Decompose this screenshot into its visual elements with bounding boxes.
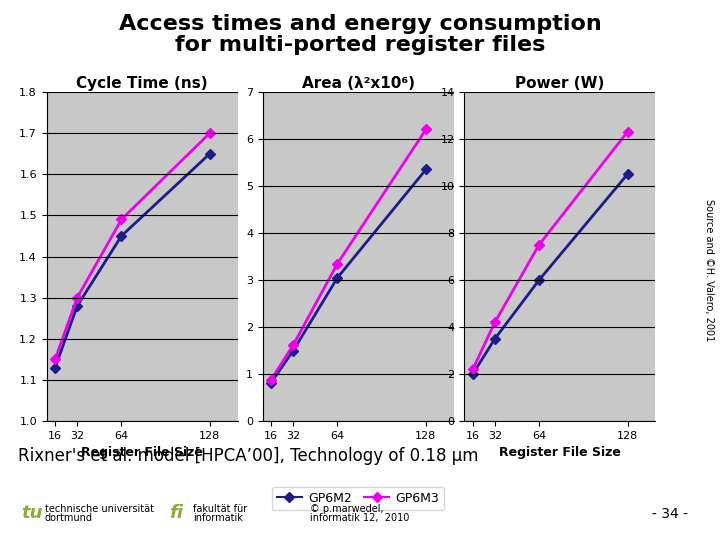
GP6M3 bbox=[51, 356, 60, 363]
GP6M3 bbox=[267, 376, 276, 383]
Text: © p.marwedel,: © p.marwedel, bbox=[310, 504, 383, 514]
Legend: GP6M2, GP6M3: GP6M2, GP6M3 bbox=[272, 487, 444, 510]
GP6M2 bbox=[73, 302, 81, 309]
Line: GP6M2: GP6M2 bbox=[52, 150, 213, 371]
Text: Source and ©H. Valero, 2001: Source and ©H. Valero, 2001 bbox=[704, 199, 714, 341]
Text: Area (λ²x10⁶): Area (λ²x10⁶) bbox=[302, 76, 415, 91]
GP6M2 bbox=[289, 347, 297, 354]
GP6M2 bbox=[624, 171, 632, 177]
Line: GP6M3: GP6M3 bbox=[268, 126, 429, 383]
Text: for multi-ported register files: for multi-ported register files bbox=[175, 35, 545, 55]
Text: Power (W): Power (W) bbox=[515, 76, 605, 91]
GP6M3 bbox=[117, 216, 126, 222]
Text: Access times and energy consumption: Access times and energy consumption bbox=[119, 14, 601, 33]
Line: GP6M2: GP6M2 bbox=[268, 166, 429, 386]
GP6M2 bbox=[490, 335, 499, 342]
GP6M2 bbox=[422, 166, 431, 173]
Line: GP6M2: GP6M2 bbox=[469, 171, 631, 377]
Text: Rixner's et al. model [HPCA’00], Technology of 0.18 μm: Rixner's et al. model [HPCA’00], Technol… bbox=[18, 447, 479, 465]
GP6M2 bbox=[535, 277, 544, 284]
Line: GP6M3: GP6M3 bbox=[469, 129, 631, 373]
GP6M2 bbox=[333, 274, 342, 281]
GP6M3 bbox=[490, 319, 499, 326]
Text: fi: fi bbox=[169, 504, 183, 522]
GP6M2 bbox=[206, 150, 215, 157]
X-axis label: Register File Size: Register File Size bbox=[81, 447, 203, 460]
GP6M3 bbox=[289, 342, 297, 348]
Text: informatik: informatik bbox=[193, 514, 243, 523]
GP6M3 bbox=[422, 126, 431, 133]
GP6M2 bbox=[469, 371, 477, 377]
Text: Cycle Time (ns): Cycle Time (ns) bbox=[76, 76, 208, 91]
Text: - 34 -: - 34 - bbox=[652, 507, 688, 521]
GP6M2 bbox=[267, 380, 276, 386]
Text: technische universität: technische universität bbox=[45, 504, 153, 514]
Text: informatik 12,  2010: informatik 12, 2010 bbox=[310, 514, 409, 523]
Text: tu: tu bbox=[22, 504, 43, 522]
GP6M3 bbox=[206, 130, 215, 136]
GP6M3 bbox=[469, 366, 477, 373]
GP6M3 bbox=[333, 260, 342, 267]
GP6M3 bbox=[535, 241, 544, 248]
Text: dortmund: dortmund bbox=[45, 514, 93, 523]
Line: GP6M3: GP6M3 bbox=[52, 130, 213, 363]
X-axis label: Register File Size: Register File Size bbox=[499, 447, 621, 460]
GP6M2 bbox=[51, 364, 60, 371]
GP6M3 bbox=[624, 129, 632, 135]
Text: fakultät für: fakultät für bbox=[193, 504, 247, 514]
GP6M2 bbox=[117, 233, 126, 239]
GP6M3 bbox=[73, 294, 81, 301]
